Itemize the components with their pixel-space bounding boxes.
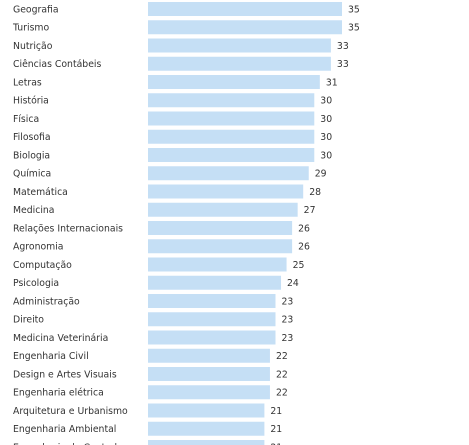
bar [148, 440, 265, 445]
category-label: Matemática [13, 187, 68, 198]
bar [148, 239, 293, 254]
value-label: 31 [326, 77, 338, 88]
bar [148, 421, 265, 436]
bar [148, 75, 320, 89]
value-label: 22 [276, 388, 288, 399]
value-label: 22 [276, 369, 288, 380]
bar [148, 312, 276, 327]
category-label: Química [13, 169, 51, 180]
category-label: Arquitetura e Urbanismo [13, 406, 128, 417]
value-label: 23 [281, 296, 293, 307]
category-label: Administração [13, 296, 80, 307]
value-label: 30 [320, 96, 332, 107]
category-label: Engenharia de Controle e [13, 442, 132, 445]
value-label: 25 [293, 260, 305, 271]
value-label: 30 [320, 132, 332, 143]
value-label: 35 [348, 4, 360, 15]
value-label: 26 [298, 242, 310, 253]
bar [148, 184, 304, 199]
value-label: 33 [337, 41, 349, 52]
category-label: Filosofia [13, 132, 51, 143]
value-label: 21 [270, 442, 282, 445]
value-label: 35 [348, 23, 360, 34]
category-label: História [13, 96, 49, 107]
bar [148, 348, 270, 363]
value-label: 21 [270, 424, 282, 435]
bar [148, 2, 342, 16]
category-label: Computação [13, 260, 72, 271]
value-label: 22 [276, 351, 288, 362]
value-label: 30 [320, 114, 332, 125]
bar [148, 257, 287, 272]
bar [148, 111, 315, 126]
value-label: 24 [287, 278, 299, 289]
category-label: Engenharia elétrica [13, 388, 104, 399]
value-label: 21 [270, 406, 282, 417]
value-label: 23 [281, 315, 293, 326]
value-label: 29 [315, 169, 327, 180]
category-label: Medicina Veterinária [13, 333, 108, 344]
bar [148, 275, 282, 290]
value-label: 33 [337, 59, 349, 70]
bar [148, 367, 270, 381]
bar [148, 294, 276, 308]
bar [148, 403, 265, 418]
value-label: 28 [309, 187, 321, 198]
category-label: Biologia [13, 150, 50, 161]
value-label: 30 [320, 150, 332, 161]
bar [148, 330, 276, 345]
category-label: Medicina [13, 205, 55, 216]
value-label: 23 [281, 333, 293, 344]
category-label: Geografia [13, 4, 59, 15]
category-label: Física [13, 114, 39, 125]
bar [148, 221, 293, 235]
category-label: Nutrição [13, 41, 53, 52]
value-label: 26 [298, 223, 310, 234]
category-label: Ciências Contábeis [13, 59, 101, 70]
bar [148, 385, 270, 400]
category-label: Relações Internacionais [13, 223, 123, 234]
category-label: Direito [13, 315, 44, 326]
category-label: Psicologia [13, 278, 59, 289]
category-label: Letras [13, 77, 42, 88]
bar [148, 20, 342, 35]
bar [148, 202, 298, 217]
bar [148, 129, 315, 144]
bar [148, 166, 309, 181]
bar [148, 56, 331, 71]
bar [148, 148, 315, 162]
bar [148, 93, 315, 108]
category-label: Agronomia [13, 242, 63, 253]
category-label: Turismo [12, 23, 49, 34]
category-label: Engenharia Civil [13, 351, 89, 362]
category-label: Design e Artes Visuais [13, 369, 117, 380]
category-label: Engenharia Ambiental [13, 424, 116, 435]
value-label: 27 [304, 205, 316, 216]
bar [148, 38, 331, 53]
